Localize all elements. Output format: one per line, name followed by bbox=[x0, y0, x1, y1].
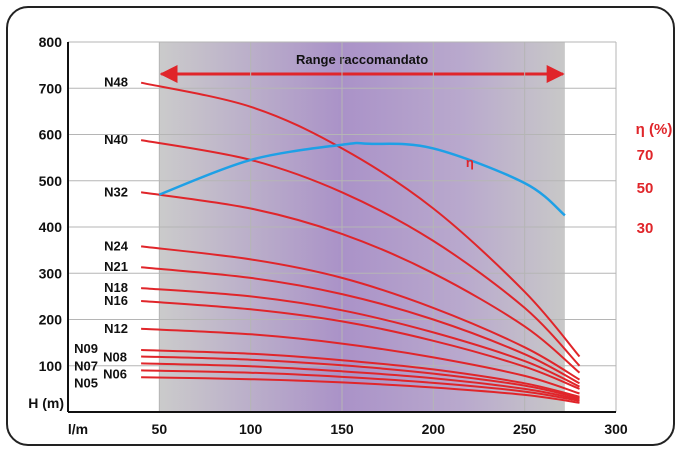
y-tick-label: 800 bbox=[39, 34, 63, 50]
curve-label-n18: N18 bbox=[104, 280, 128, 295]
curve-label-n40: N40 bbox=[104, 132, 128, 147]
curve-n32 bbox=[140, 191, 581, 374]
x-tick-label: 50 bbox=[152, 421, 168, 437]
x-tick-label: 200 bbox=[422, 421, 446, 437]
curve-n09 bbox=[141, 349, 580, 398]
curve-n18 bbox=[141, 287, 580, 388]
y-tick-label: 600 bbox=[39, 127, 63, 143]
y-tick-label: 700 bbox=[39, 80, 63, 96]
x-tick-label: 150 bbox=[330, 421, 354, 437]
x-tick-label: 100 bbox=[239, 421, 263, 437]
curve-label-n09: N09 bbox=[74, 341, 98, 356]
efficiency-axis-label: η (%) bbox=[636, 121, 673, 138]
curve-label-n48: N48 bbox=[104, 75, 128, 90]
efficiency-tick-label: 50 bbox=[637, 180, 654, 197]
curve-n40 bbox=[140, 139, 581, 367]
curve-n06 bbox=[141, 369, 580, 402]
y-axis-label: H (m) bbox=[28, 395, 64, 411]
curve-n12 bbox=[141, 327, 580, 395]
curve-n05 bbox=[141, 376, 580, 404]
y-tick-label: 500 bbox=[39, 173, 63, 189]
curve-label-n12: N12 bbox=[104, 321, 128, 336]
efficiency-curve bbox=[158, 141, 566, 217]
curve-label-n32: N32 bbox=[104, 184, 128, 199]
x-tick-label: 250 bbox=[513, 421, 537, 437]
curve-n48 bbox=[140, 81, 581, 358]
efficiency-tick-label: 70 bbox=[637, 147, 654, 164]
curve-label-n16: N16 bbox=[104, 293, 128, 308]
y-tick-label: 100 bbox=[39, 358, 63, 374]
efficiency-tick-label: 30 bbox=[637, 220, 654, 237]
curve-n08 bbox=[141, 355, 580, 400]
x-axis-label: l/m bbox=[68, 421, 88, 437]
y-tick-label: 300 bbox=[39, 265, 63, 281]
curve-label-n06: N06 bbox=[103, 366, 127, 381]
y-tick-label: 400 bbox=[39, 219, 63, 235]
curve-n24 bbox=[140, 245, 581, 381]
curve-label-n07: N07 bbox=[74, 358, 98, 373]
curve-n16 bbox=[141, 300, 580, 390]
curve-n21 bbox=[141, 266, 580, 385]
curve-label-n21: N21 bbox=[104, 259, 128, 274]
curve-n07 bbox=[141, 362, 580, 401]
y-tick-label: 200 bbox=[39, 312, 63, 328]
recommended-range-label: Range raccomandato bbox=[296, 52, 428, 67]
curve-label-n08: N08 bbox=[103, 350, 127, 365]
curve-label-n24: N24 bbox=[104, 238, 129, 253]
x-tick-label: 300 bbox=[604, 421, 628, 437]
efficiency-curve-label: η bbox=[466, 155, 474, 170]
curve-label-n05: N05 bbox=[74, 375, 98, 390]
